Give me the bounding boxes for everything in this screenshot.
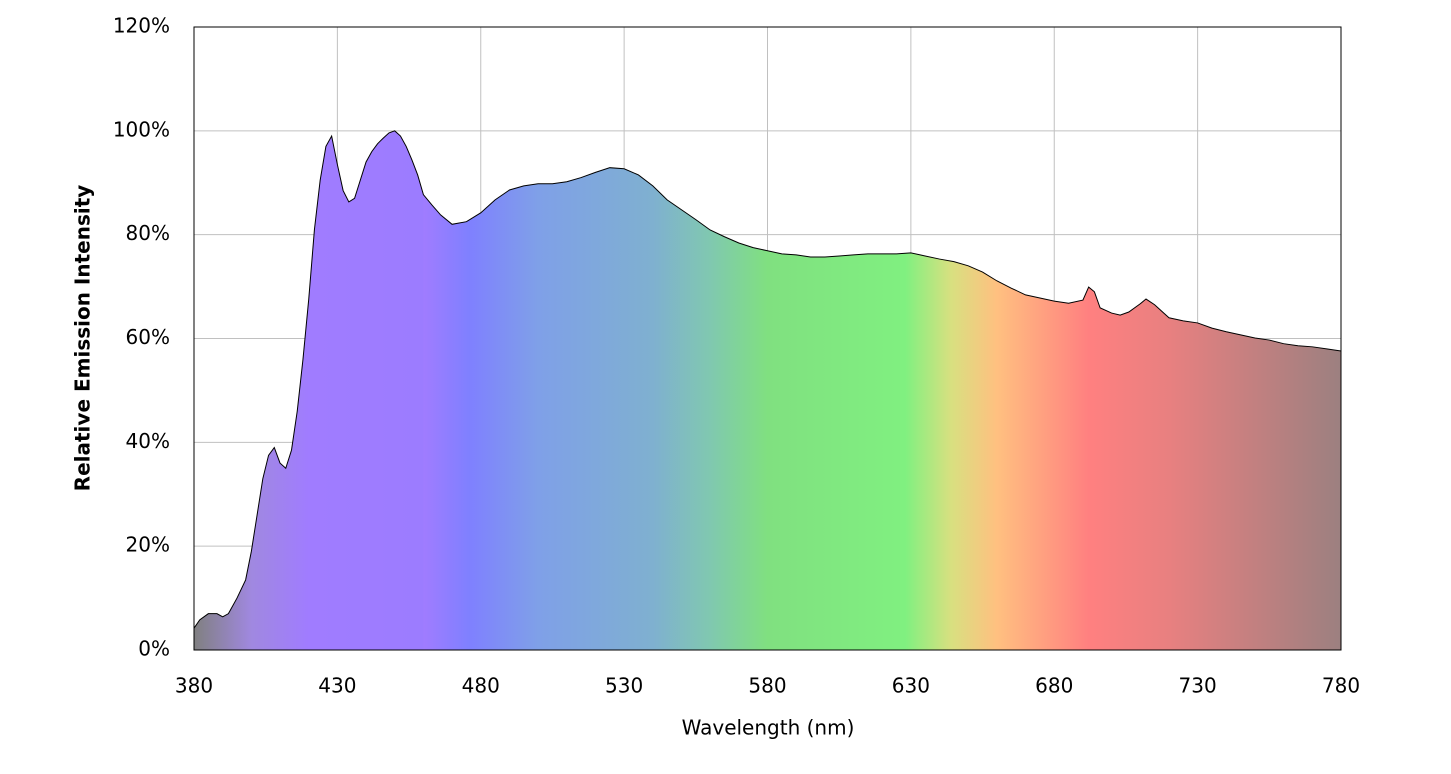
y-tick-label: 80% — [126, 221, 170, 245]
x-axis-label: Wavelength (nm) — [682, 716, 855, 740]
x-tick-label: 530 — [605, 674, 643, 698]
x-tick-label: 580 — [748, 674, 786, 698]
plot — [193, 130, 1342, 650]
x-tick-label: 730 — [1179, 674, 1217, 698]
y-tick-label: 120% — [113, 14, 170, 38]
x-tick-label: 680 — [1035, 674, 1073, 698]
line — [193, 130, 1342, 629]
tick-labels: 0% 20% 40% 60% 80% 100% 120% 380 430 480 530 580 630… — [113, 14, 1360, 698]
plot-frame — [193, 26, 1342, 651]
x-tick-label: 780 — [1322, 674, 1360, 698]
x-tick-label: 430 — [318, 674, 356, 698]
y-tick-label: 100% — [113, 117, 170, 141]
x-tick-label: 630 — [892, 674, 930, 698]
y-tick-label: 0% — [138, 637, 170, 661]
y-tick-label: 20% — [126, 533, 170, 557]
y-tick-label: 40% — [126, 429, 170, 453]
x-tick-label: 480 — [462, 674, 500, 698]
y-tick-label: 60% — [126, 325, 170, 349]
x-tick-label: 380 — [175, 674, 213, 698]
area — [194, 130, 1341, 650]
y-axis-label: Relative Emission Intensity — [71, 185, 95, 492]
